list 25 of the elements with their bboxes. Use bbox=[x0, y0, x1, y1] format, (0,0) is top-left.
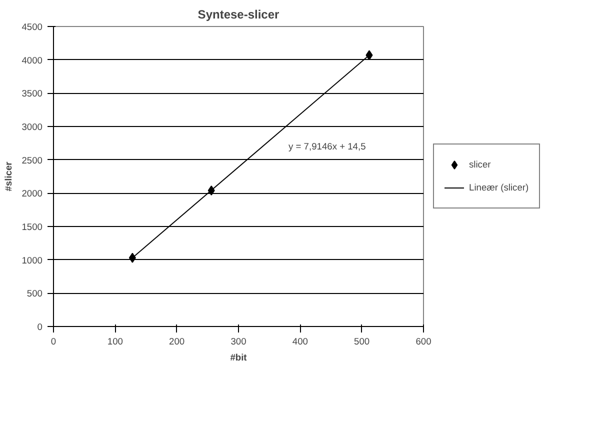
y-tick-label: 4500 bbox=[22, 22, 43, 32]
x-tick-label: 400 bbox=[292, 336, 308, 346]
x-axis-title: #bit bbox=[230, 352, 247, 362]
point bbox=[128, 252, 136, 263]
x-tick-label: 500 bbox=[354, 336, 370, 346]
x-tick-label: 200 bbox=[169, 336, 185, 346]
legend-label: Lineær (slicer) bbox=[469, 182, 529, 192]
x-tick-label: 100 bbox=[107, 336, 123, 346]
x-tick-label: 0 bbox=[50, 336, 56, 346]
chart-title: Syntese-slicer bbox=[198, 8, 280, 22]
annotation: y = 7,9146x + 14,5 bbox=[288, 142, 366, 152]
point bbox=[366, 50, 373, 60]
x-tick-label: 600 bbox=[416, 336, 432, 346]
y-tick-label: 0 bbox=[37, 322, 43, 332]
legend-label: slicer bbox=[469, 160, 491, 170]
y-tick-label: 3500 bbox=[22, 88, 43, 99]
y-tick-label: 2000 bbox=[22, 188, 43, 199]
y-axis-title: #slicer bbox=[4, 161, 14, 192]
x-tick-label: 300 bbox=[230, 336, 246, 346]
y-tick-label: 3000 bbox=[22, 122, 43, 132]
y-tick-label: 1500 bbox=[22, 222, 43, 232]
y-tick-label: 500 bbox=[26, 288, 43, 299]
y-tick-label: 4000 bbox=[22, 55, 43, 66]
y-tick-label: 1000 bbox=[22, 255, 43, 266]
y-tick-label: 2500 bbox=[22, 155, 43, 166]
